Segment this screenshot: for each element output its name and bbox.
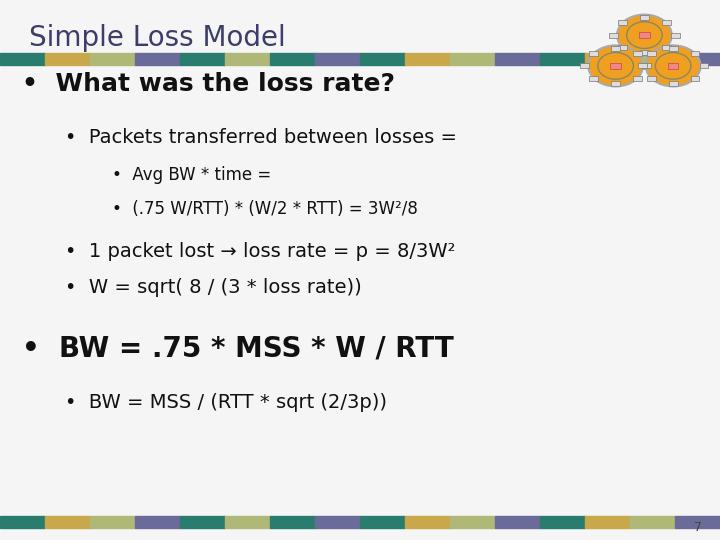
Bar (669, 46, 678, 51)
Circle shape (626, 22, 662, 49)
Bar (585, 53, 630, 65)
Bar (633, 76, 642, 80)
Bar (180, 516, 225, 528)
Bar (638, 63, 647, 68)
Text: •  BW = MSS / (RTT * sqrt (2/3p)): • BW = MSS / (RTT * sqrt (2/3p)) (65, 393, 387, 412)
Circle shape (655, 52, 691, 79)
Bar (180, 53, 225, 65)
Bar (450, 516, 495, 528)
Bar (360, 53, 405, 65)
Text: •  Packets transferred between losses =: • Packets transferred between losses = (65, 128, 456, 147)
Bar (639, 32, 649, 38)
Bar (609, 32, 618, 37)
Text: •  Avg BW * time =: • Avg BW * time = (112, 166, 271, 185)
Bar (585, 516, 630, 528)
Text: 7: 7 (694, 521, 702, 534)
Bar (618, 21, 627, 25)
Text: Simple Loss Model: Simple Loss Model (29, 24, 286, 52)
Bar (360, 516, 405, 528)
Bar (45, 516, 90, 528)
Bar (405, 53, 450, 65)
Bar (669, 81, 678, 86)
Bar (639, 63, 649, 69)
Bar (630, 53, 675, 65)
Bar (495, 516, 540, 528)
Bar (675, 516, 720, 528)
Text: •  W = sqrt( 8 / (3 * loss rate)): • W = sqrt( 8 / (3 * loss rate)) (65, 278, 361, 297)
Bar (647, 76, 656, 80)
Bar (662, 21, 670, 25)
Bar (662, 45, 670, 50)
Bar (225, 516, 270, 528)
Bar (611, 63, 621, 69)
Circle shape (617, 15, 672, 56)
Bar (640, 15, 649, 20)
Bar (668, 63, 678, 69)
Bar (0, 516, 45, 528)
Bar (633, 51, 642, 56)
Bar (690, 51, 699, 56)
Bar (618, 45, 627, 50)
Bar (590, 76, 598, 80)
Bar (135, 53, 180, 65)
Bar (625, 48, 635, 53)
Bar (580, 63, 589, 68)
Bar (540, 516, 585, 528)
Circle shape (588, 45, 643, 86)
Circle shape (598, 52, 634, 79)
Bar (647, 51, 656, 56)
Text: •  What was the loss rate?: • What was the loss rate? (22, 72, 395, 96)
Bar (590, 51, 598, 56)
Bar (225, 53, 270, 65)
Bar (495, 53, 540, 65)
Bar (654, 48, 664, 53)
Circle shape (646, 45, 701, 86)
Text: •  1 packet lost → loss rate = p = 8/3W²: • 1 packet lost → loss rate = p = 8/3W² (65, 241, 455, 261)
Bar (642, 63, 651, 68)
Bar (671, 32, 680, 37)
Bar (270, 516, 315, 528)
Bar (675, 53, 720, 65)
Bar (315, 516, 360, 528)
Bar (450, 53, 495, 65)
Bar (45, 53, 90, 65)
Bar (640, 50, 649, 55)
Bar (630, 516, 675, 528)
Bar (90, 53, 135, 65)
Bar (611, 81, 620, 86)
Bar (540, 53, 585, 65)
Bar (700, 63, 708, 68)
Text: •  (.75 W/RTT) * (W/2 * RTT) = 3W²/8: • (.75 W/RTT) * (W/2 * RTT) = 3W²/8 (112, 200, 418, 218)
Bar (690, 76, 699, 80)
Bar (90, 516, 135, 528)
Bar (0, 53, 45, 65)
Bar (270, 53, 315, 65)
Text: •  BW = .75 * MSS * W / RTT: • BW = .75 * MSS * W / RTT (22, 334, 454, 362)
Bar (405, 516, 450, 528)
Bar (611, 46, 620, 51)
Bar (135, 516, 180, 528)
Bar (315, 53, 360, 65)
